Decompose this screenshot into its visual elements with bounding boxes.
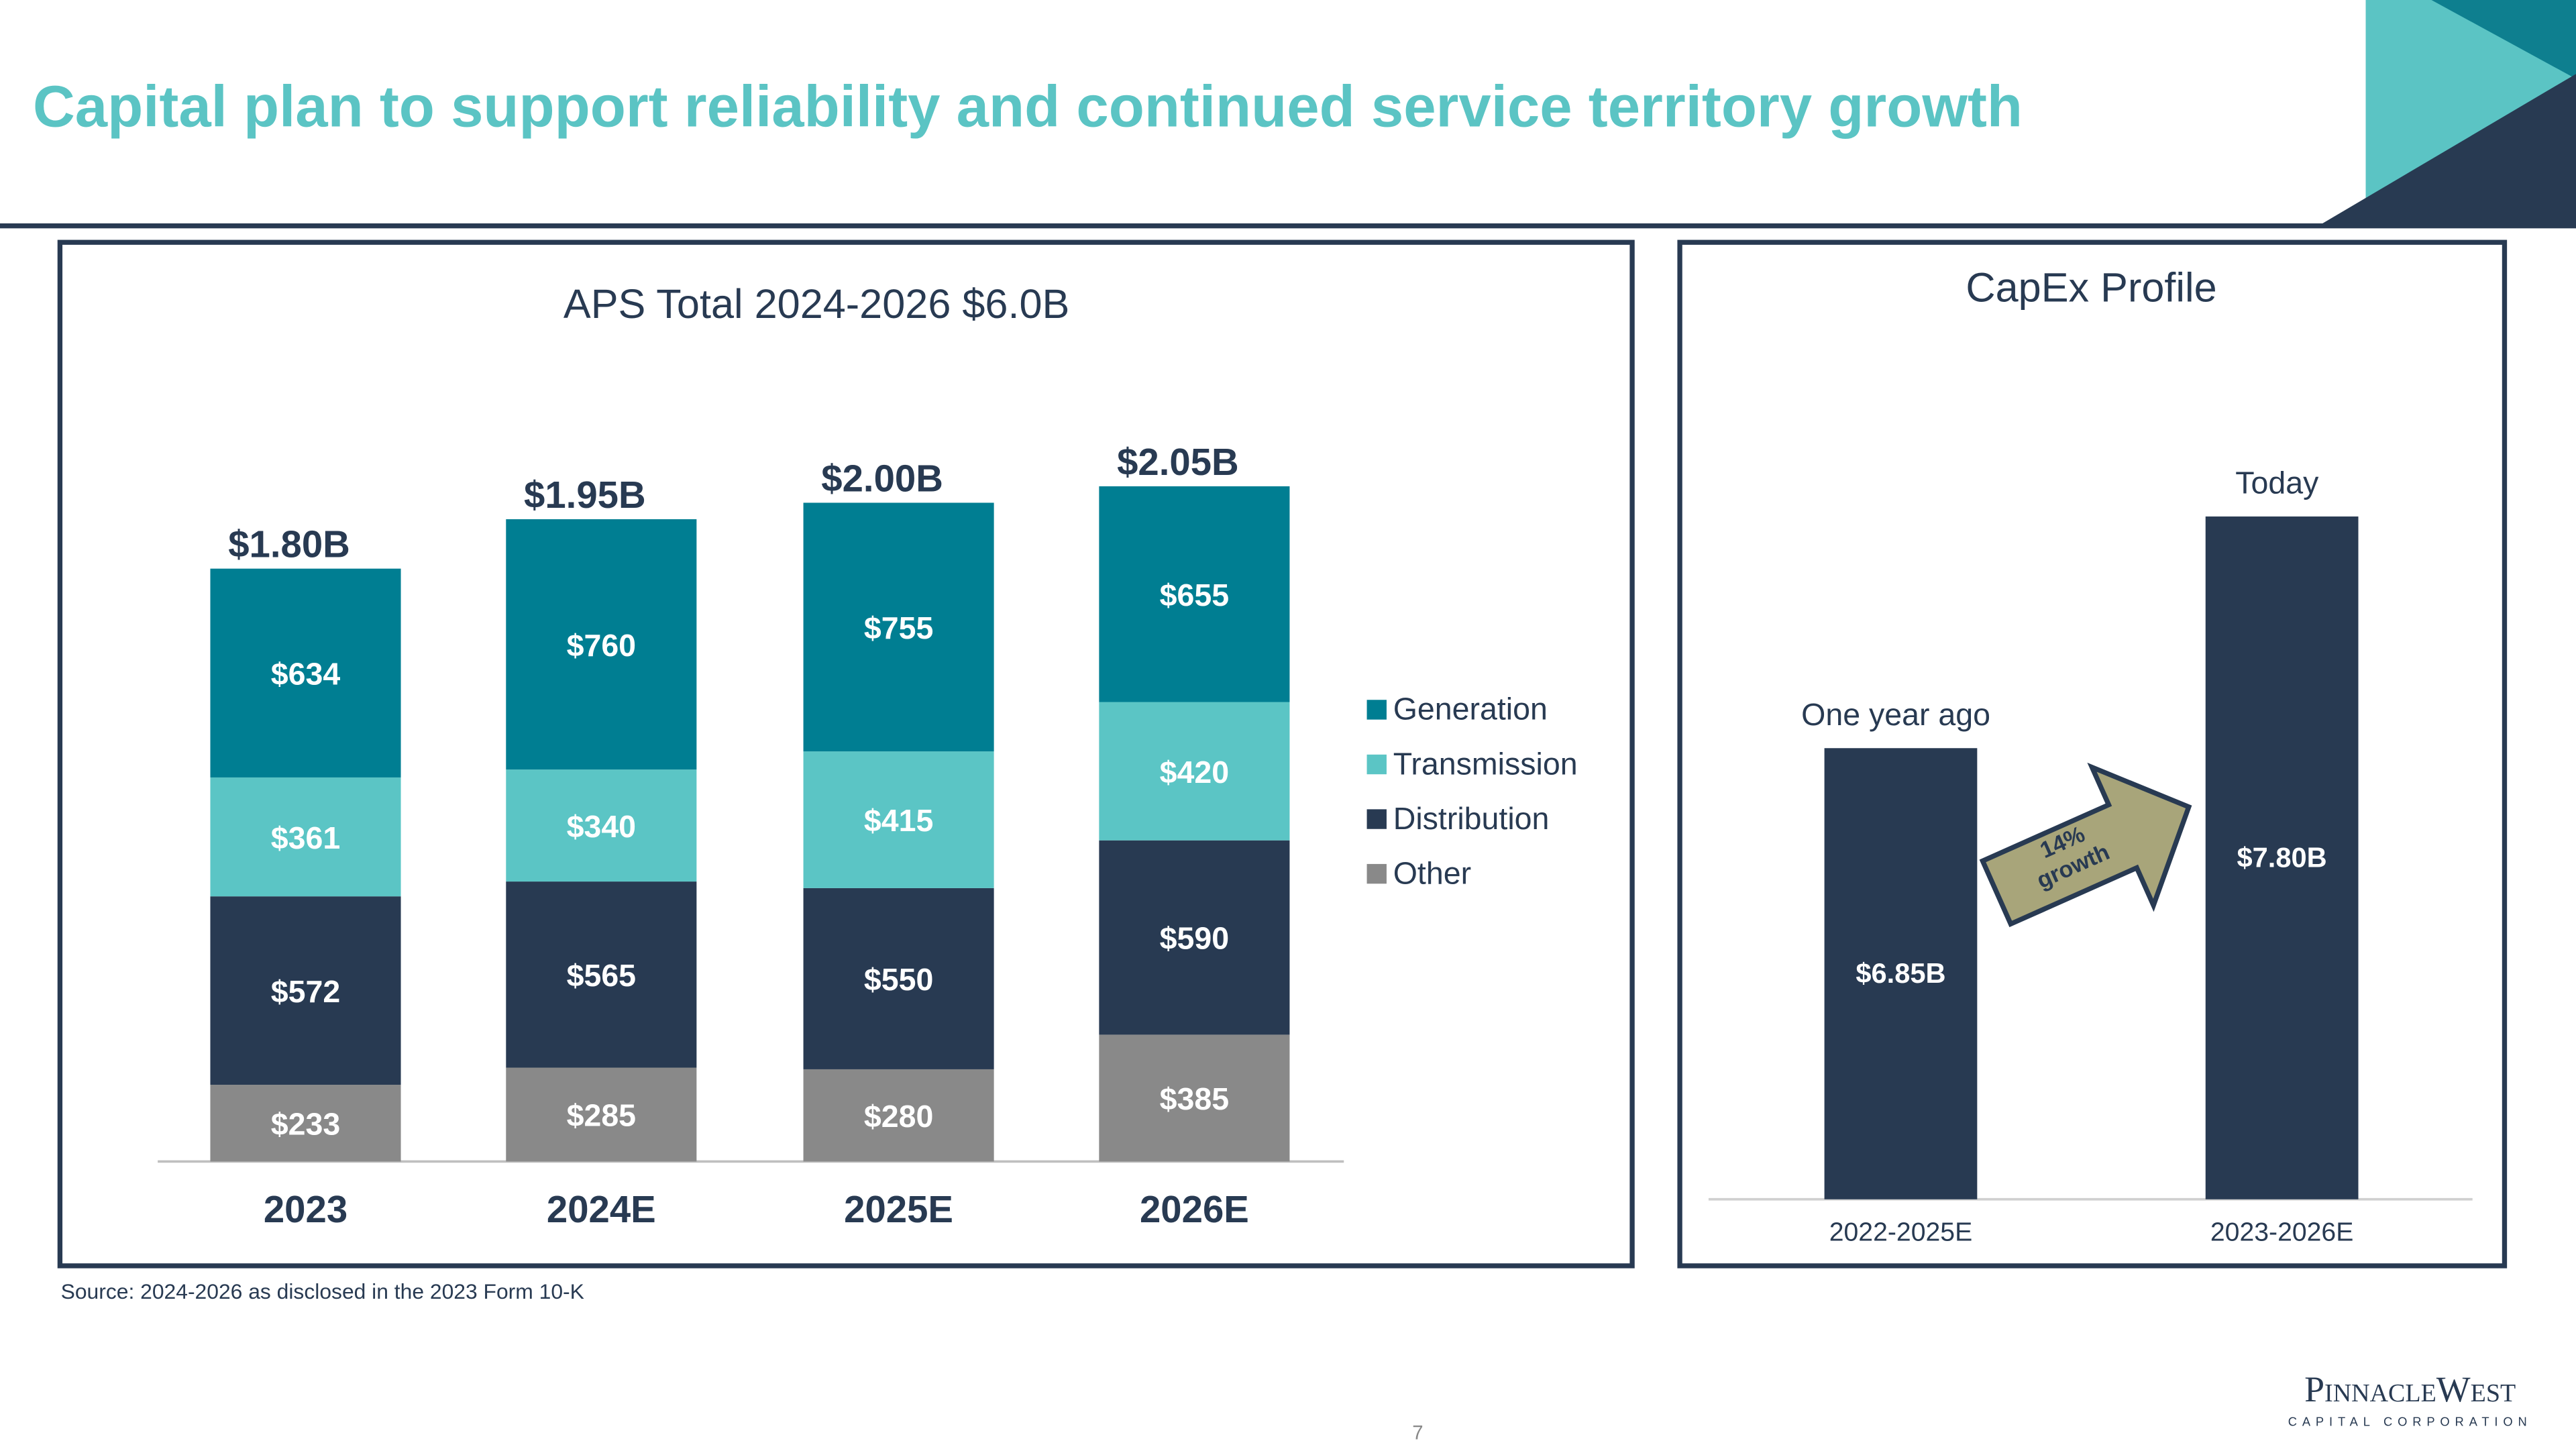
value-label: $233 xyxy=(271,1106,340,1141)
value-label: $361 xyxy=(271,820,340,855)
value-label: $385 xyxy=(1160,1081,1229,1116)
bar xyxy=(1824,748,1978,1199)
stacked-chart: APS Total 2024-2026 $6.0B $233 $572 $361 $63… xyxy=(158,281,1578,1230)
bar-segment xyxy=(1099,702,1290,841)
logo-name: PinnacleWest xyxy=(2304,1369,2516,1409)
legend-label: Generation xyxy=(1393,692,1548,727)
value-label: $340 xyxy=(567,809,636,844)
chart-title: CapEx Profile xyxy=(1966,265,2216,311)
bar-segment xyxy=(803,751,994,888)
source-note: Source: 2024-2026 as disclosed in the 20… xyxy=(61,1279,584,1303)
page-number: 7 xyxy=(1412,1422,1423,1444)
bar-annotation: Today xyxy=(2235,466,2319,500)
value-label: $634 xyxy=(271,656,341,691)
legend-label: Transmission xyxy=(1393,746,1578,781)
legend-label: Other xyxy=(1393,855,1471,890)
bar-segment xyxy=(506,769,697,882)
bar-segment xyxy=(210,1085,401,1162)
capex-chart: CapEx Profile $6.85B One year ago 2022-2025… xyxy=(1708,265,2473,1247)
x-tick-label: 2023-2026E xyxy=(2210,1218,2353,1247)
legend-swatch xyxy=(1366,754,1387,775)
right-panel xyxy=(1677,239,2508,1269)
value-label: $420 xyxy=(1160,755,1229,790)
x-tick-label: 2026E xyxy=(1140,1188,1249,1230)
growth-arrow: 14% growth xyxy=(1979,762,2192,928)
bar-segment xyxy=(506,519,697,770)
value-label: $415 xyxy=(864,803,933,838)
bar-segment xyxy=(803,502,994,752)
bar-segment xyxy=(1099,1034,1290,1162)
bar-segment xyxy=(803,1069,994,1162)
chart-title: APS Total 2024-2026 $6.0B xyxy=(564,281,1069,327)
legend-swatch xyxy=(1366,809,1387,829)
logo-tagline: CAPITAL CORPORATION xyxy=(2288,1415,2532,1429)
bar-segment xyxy=(210,568,401,777)
legend-swatch xyxy=(1366,700,1387,720)
value-label: $280 xyxy=(864,1099,933,1134)
total-label: $2.00B xyxy=(821,457,943,499)
value-label: $590 xyxy=(1160,921,1229,956)
total-label: $1.95B xyxy=(524,474,646,516)
arrow-shape xyxy=(1979,762,2192,928)
value-label: $550 xyxy=(864,962,933,997)
legend-swatch xyxy=(1366,863,1387,884)
x-tick-label: 2023 xyxy=(264,1188,347,1230)
value-label: $6.85B xyxy=(1856,957,1945,989)
value-label: $755 xyxy=(864,610,933,645)
slide-title: Capital plan to support reliability and … xyxy=(32,74,2023,140)
bar-segment xyxy=(210,777,401,897)
total-label: $1.80B xyxy=(228,523,350,566)
bar-annotation: One year ago xyxy=(1801,697,1990,732)
legend-label: Distribution xyxy=(1393,801,1550,836)
x-tick-label: 2022-2025E xyxy=(1829,1218,1972,1247)
bar xyxy=(2205,516,2359,1199)
bar-segment xyxy=(803,888,994,1069)
x-tick-label: 2025E xyxy=(844,1188,953,1230)
total-label: $2.05B xyxy=(1117,441,1239,483)
bar-segment xyxy=(506,881,697,1068)
value-label: $760 xyxy=(567,628,636,663)
title-box: Capital plan to support reliability and … xyxy=(32,74,2023,140)
value-label: $655 xyxy=(1160,578,1229,612)
value-label: $285 xyxy=(567,1098,636,1133)
bar-segment xyxy=(506,1067,697,1162)
bar-segment xyxy=(1099,486,1290,702)
value-label: $565 xyxy=(567,958,636,993)
x-tick-label: 2024E xyxy=(547,1188,656,1230)
left-panel xyxy=(57,239,1635,1269)
bar-segment xyxy=(1099,840,1290,1035)
value-label: $572 xyxy=(271,974,340,1009)
bar-segment xyxy=(210,896,401,1085)
value-label: $7.80B xyxy=(2237,841,2327,873)
